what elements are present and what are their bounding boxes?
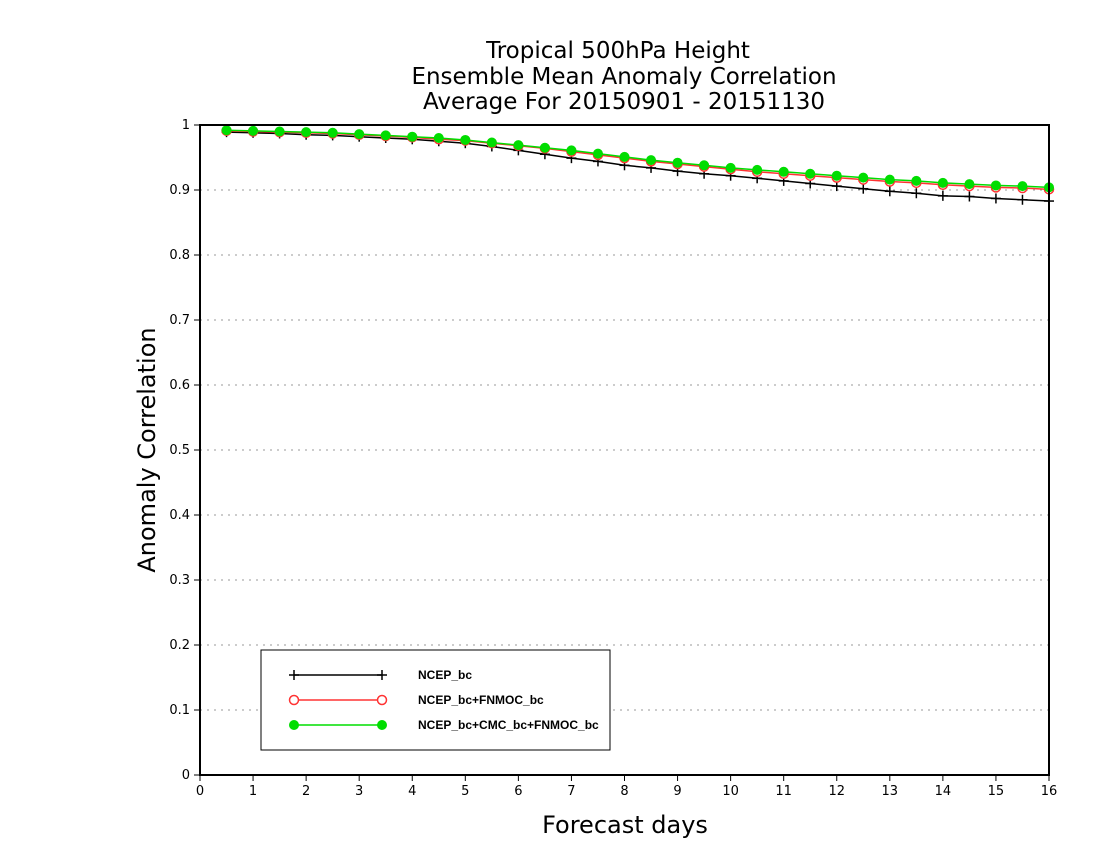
data-point	[433, 133, 444, 143]
legend-marker	[288, 694, 300, 706]
legend-entry-3: NCEP_bc+CMC_bc+FNMOC_bc	[289, 718, 599, 732]
y-tick-label: 0.9	[169, 183, 190, 198]
series-line	[226, 131, 1050, 202]
data-point	[699, 160, 710, 171]
gridlines	[200, 189, 1049, 711]
y-tick-label: 0.2	[169, 638, 190, 653]
x-tick-label: 11	[775, 784, 792, 799]
data-point	[752, 164, 763, 175]
y-tick-label: 0.4	[169, 508, 190, 523]
data-point	[274, 126, 285, 137]
series-3	[221, 125, 1054, 193]
x-axis-label: Forecast days	[542, 811, 708, 839]
data-point	[911, 175, 922, 186]
data-point	[990, 180, 1001, 191]
x-tick-label: 5	[461, 784, 469, 799]
data-point	[778, 166, 789, 177]
x-tick-label: 7	[567, 784, 575, 799]
data-point	[725, 162, 736, 173]
series-1	[221, 127, 1054, 207]
chart-title-line-1: Tropical 500hPa Height	[485, 38, 750, 64]
y-axis-label: Anomaly Correlation	[133, 327, 161, 572]
x-tick-label: 16	[1041, 784, 1058, 799]
data-point	[964, 179, 975, 190]
x-tick-label: 15	[988, 784, 1005, 799]
data-point	[486, 137, 497, 148]
data-point	[407, 131, 418, 142]
data-point	[884, 174, 895, 185]
y-tick-label: 0.5	[169, 443, 190, 458]
data-point	[566, 145, 577, 156]
x-tick-label: 3	[355, 784, 363, 799]
x-tick-label: 0	[196, 784, 204, 799]
legend-marker	[289, 720, 299, 730]
data-point	[248, 125, 259, 136]
data-point	[513, 140, 524, 151]
legend-marker	[289, 670, 299, 680]
y-tick-label: 0	[182, 768, 190, 783]
y-tick-label: 1	[182, 118, 190, 133]
data-point	[884, 186, 895, 197]
chart-title-line-2: Ensemble Mean Anomaly Correlation	[411, 64, 836, 90]
y-tick-label: 0.7	[169, 313, 190, 328]
x-tick-label: 8	[620, 784, 628, 799]
data-point	[805, 168, 816, 179]
legend-label: NCEP_bc+FNMOC_bc	[418, 693, 544, 707]
data-point	[937, 190, 948, 201]
data-point	[301, 127, 312, 138]
data-point	[831, 170, 842, 181]
legend-label: NCEP_bc	[418, 668, 472, 682]
y-tick-label: 0.6	[169, 378, 190, 393]
data-point	[937, 177, 948, 188]
x-tick-label: 14	[935, 784, 952, 799]
series-line	[226, 129, 1050, 189]
legend-entry-1: NCEP_bc	[289, 668, 472, 682]
y-tick-label: 0.8	[169, 248, 190, 263]
legend-label: NCEP_bc+CMC_bc+FNMOC_bc	[418, 718, 599, 732]
data-point	[964, 191, 975, 202]
data-point	[354, 129, 365, 140]
legend: NCEP_bc NCEP_bc+FNMOC_bc NCEP_bc+CMC_bc+FN…	[260, 649, 611, 751]
data-point	[592, 148, 603, 159]
data-point	[858, 172, 869, 183]
data-point	[1017, 181, 1028, 192]
x-tick-label: 13	[882, 784, 899, 799]
data-point	[460, 134, 471, 145]
data-point	[619, 151, 630, 162]
series-line	[226, 130, 1050, 191]
series-layer	[221, 125, 1055, 207]
data-point	[380, 130, 391, 141]
data-point	[646, 155, 657, 166]
x-tick-label: 1	[249, 784, 257, 799]
axis-ticks: 00.10.20.30.40.50.60.70.80.910 1 2 3 4 5 6 7 8 9 1…	[169, 118, 1057, 799]
chart-title-line-3: Average For 20150901 - 20151130	[423, 89, 825, 115]
data-point	[990, 193, 1001, 204]
legend-marker	[376, 694, 388, 706]
data-point	[327, 127, 338, 138]
x-tick-label: 12	[828, 784, 845, 799]
legend-marker	[377, 670, 387, 680]
x-tick-label: 10	[722, 784, 739, 799]
y-tick-label: 0.1	[169, 703, 190, 718]
data-point	[539, 142, 550, 153]
x-tick-label: 6	[514, 784, 522, 799]
y-tick-label: 0.3	[169, 573, 190, 588]
data-point	[672, 157, 683, 168]
data-point	[858, 183, 869, 194]
legend-marker	[377, 720, 387, 730]
x-tick-label: 4	[408, 784, 416, 799]
data-point	[911, 188, 922, 199]
x-tick-label: 2	[302, 784, 310, 799]
x-tick-label: 9	[673, 784, 681, 799]
data-point	[1017, 194, 1028, 205]
legend-entry-2: NCEP_bc+FNMOC_bc	[288, 693, 544, 707]
data-point	[221, 125, 232, 136]
